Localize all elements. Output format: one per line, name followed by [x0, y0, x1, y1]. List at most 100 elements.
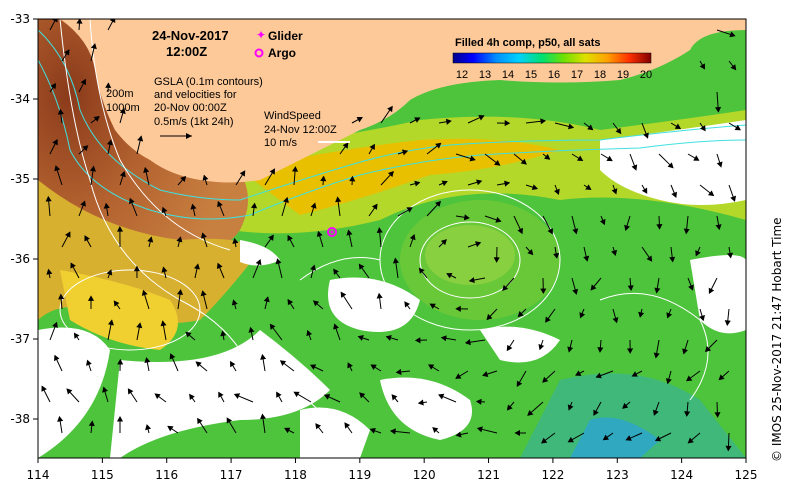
- colorbar-tick-label: 12: [456, 69, 468, 81]
- velocity-arrowhead: [52, 138, 58, 146]
- x-tick-label: 114: [27, 468, 50, 482]
- velocity-arrowhead: [232, 237, 239, 244]
- velocity-arrowhead: [504, 120, 511, 127]
- velocity-arrowhead: [674, 123, 682, 130]
- velocity-arrowhead: [269, 323, 276, 330]
- velocity-arrowhead: [320, 175, 327, 182]
- argo-float-marker: [327, 227, 337, 237]
- velocity-arrowhead: [185, 331, 192, 338]
- velocity-arrowhead: [136, 322, 143, 329]
- velocity-arrowhead: [88, 420, 95, 427]
- gsla-note-line-2: and velocities for: [154, 89, 237, 101]
- velocity-arrowhead: [263, 296, 270, 303]
- x-tick-label: 125: [735, 468, 758, 482]
- velocity-arrowhead: [82, 145, 89, 152]
- velocity-arrowhead: [520, 158, 527, 165]
- velocity-arrowhead: [475, 398, 482, 405]
- velocity-arrowhead: [700, 125, 706, 132]
- velocity-arrowhead: [90, 43, 97, 50]
- velocity-arrowhead: [587, 124, 594, 131]
- imos-credit: © IMOS 25-Nov-2017 21:47 Hobart Time: [770, 217, 784, 462]
- velocity-arrowhead: [169, 353, 176, 360]
- velocity-arrowhead: [486, 313, 493, 321]
- velocity-arrowhead: [190, 203, 197, 210]
- colorbar-tick-label: 16: [548, 69, 560, 81]
- velocity-arrowhead: [699, 314, 705, 322]
- velocity-arrowhead: [180, 175, 187, 183]
- velocity-scale-arrowhead: [186, 133, 192, 139]
- velocity-arrowhead: [347, 362, 353, 369]
- glider-legend-label: Glider: [268, 29, 303, 43]
- velocity-arrowhead: [482, 371, 489, 377]
- velocity-arrowhead: [52, 321, 58, 328]
- velocity-arrowhead: [147, 236, 154, 243]
- map-date: 24-Nov-2017: [152, 28, 229, 43]
- velocity-arrowhead: [260, 353, 267, 360]
- velocity-arrowhead: [446, 272, 453, 279]
- colorbar-ticks: 12 13 14 15 16 17 18 19 20: [456, 69, 652, 81]
- velocity-arrowhead: [287, 298, 294, 306]
- x-tick-label: 119: [348, 468, 371, 482]
- velocity-arrowhead: [54, 165, 61, 172]
- velocity-arrowhead: [54, 354, 60, 362]
- velocity-arrowhead: [577, 155, 584, 162]
- velocity-arrowhead: [63, 49, 70, 56]
- velocity-arrowhead: [193, 263, 200, 270]
- velocity-arrowhead: [693, 155, 700, 161]
- velocity-arrowhead: [627, 285, 634, 292]
- velocity-arrowhead: [597, 347, 604, 353]
- velocity-arrowhead: [389, 428, 396, 435]
- velocity-arrowhead: [45, 195, 52, 202]
- velocity-arrowhead: [370, 364, 377, 370]
- velocity-arrowhead: [344, 422, 351, 429]
- map-time: 12:00Z: [166, 44, 207, 59]
- velocity-arrowhead: [646, 255, 653, 262]
- velocity-arrowhead: [358, 263, 365, 270]
- velocity-arrowhead: [585, 184, 592, 190]
- colorbar-title: Filled 4h comp, p50, all sats: [455, 37, 601, 49]
- velocity-arrowhead: [217, 200, 223, 208]
- velocity-arrowhead: [346, 229, 353, 236]
- velocity-arrowhead: [429, 303, 436, 309]
- velocity-arrowhead: [653, 352, 660, 359]
- velocity-arrowhead: [464, 339, 471, 346]
- cloud-gap: [480, 326, 560, 363]
- velocity-arrowhead: [688, 284, 694, 291]
- velocity-arrowhead: [284, 427, 291, 434]
- velocity-arrowhead: [409, 234, 416, 241]
- velocity-arrowhead: [595, 372, 602, 379]
- velocity-arrowhead: [506, 344, 513, 352]
- velocity-arrowhead: [514, 429, 520, 437]
- velocity-arrowhead: [58, 293, 65, 300]
- velocity-arrowhead: [201, 232, 207, 239]
- velocity-arrowhead: [395, 368, 402, 375]
- velocity-arrowhead: [572, 228, 579, 235]
- velocity-arrowhead: [527, 409, 534, 416]
- velocity-arrowhead: [177, 289, 184, 296]
- velocity-arrowhead: [669, 256, 676, 263]
- velocity-arrowhead: [707, 190, 715, 197]
- velocity-arrowhead: [540, 288, 547, 295]
- velocity-arrowhead: [105, 82, 112, 89]
- velocity-arrowhead: [506, 404, 513, 411]
- velocity-arrowhead: [315, 423, 322, 430]
- velocity-arrowhead: [387, 171, 394, 178]
- velocity-arrowhead: [708, 287, 715, 295]
- velocity-arrowhead: [475, 241, 482, 248]
- velocity-arrowhead: [406, 207, 413, 213]
- velocity-arrowhead: [349, 175, 356, 182]
- x-tick-label: 121: [477, 468, 500, 482]
- velocity-arrowhead: [335, 196, 342, 203]
- velocity-arrowhead: [641, 187, 648, 194]
- velocity-arrowhead: [57, 108, 64, 115]
- velocity-arrowhead: [310, 264, 316, 271]
- velocity-arrowhead: [654, 435, 662, 442]
- velocity-arrowhead: [333, 268, 339, 275]
- velocity-arrowhead: [476, 426, 483, 433]
- velocity-arrowhead: [725, 445, 732, 452]
- plot-frame: [37, 18, 747, 459]
- x-axis-ticks: 114 115 116 117 118 119 120 121 122 123 124 125: [27, 458, 758, 482]
- velocity-arrowhead: [250, 202, 258, 209]
- velocity-arrowhead: [567, 404, 574, 411]
- velocity-arrowhead: [90, 165, 96, 172]
